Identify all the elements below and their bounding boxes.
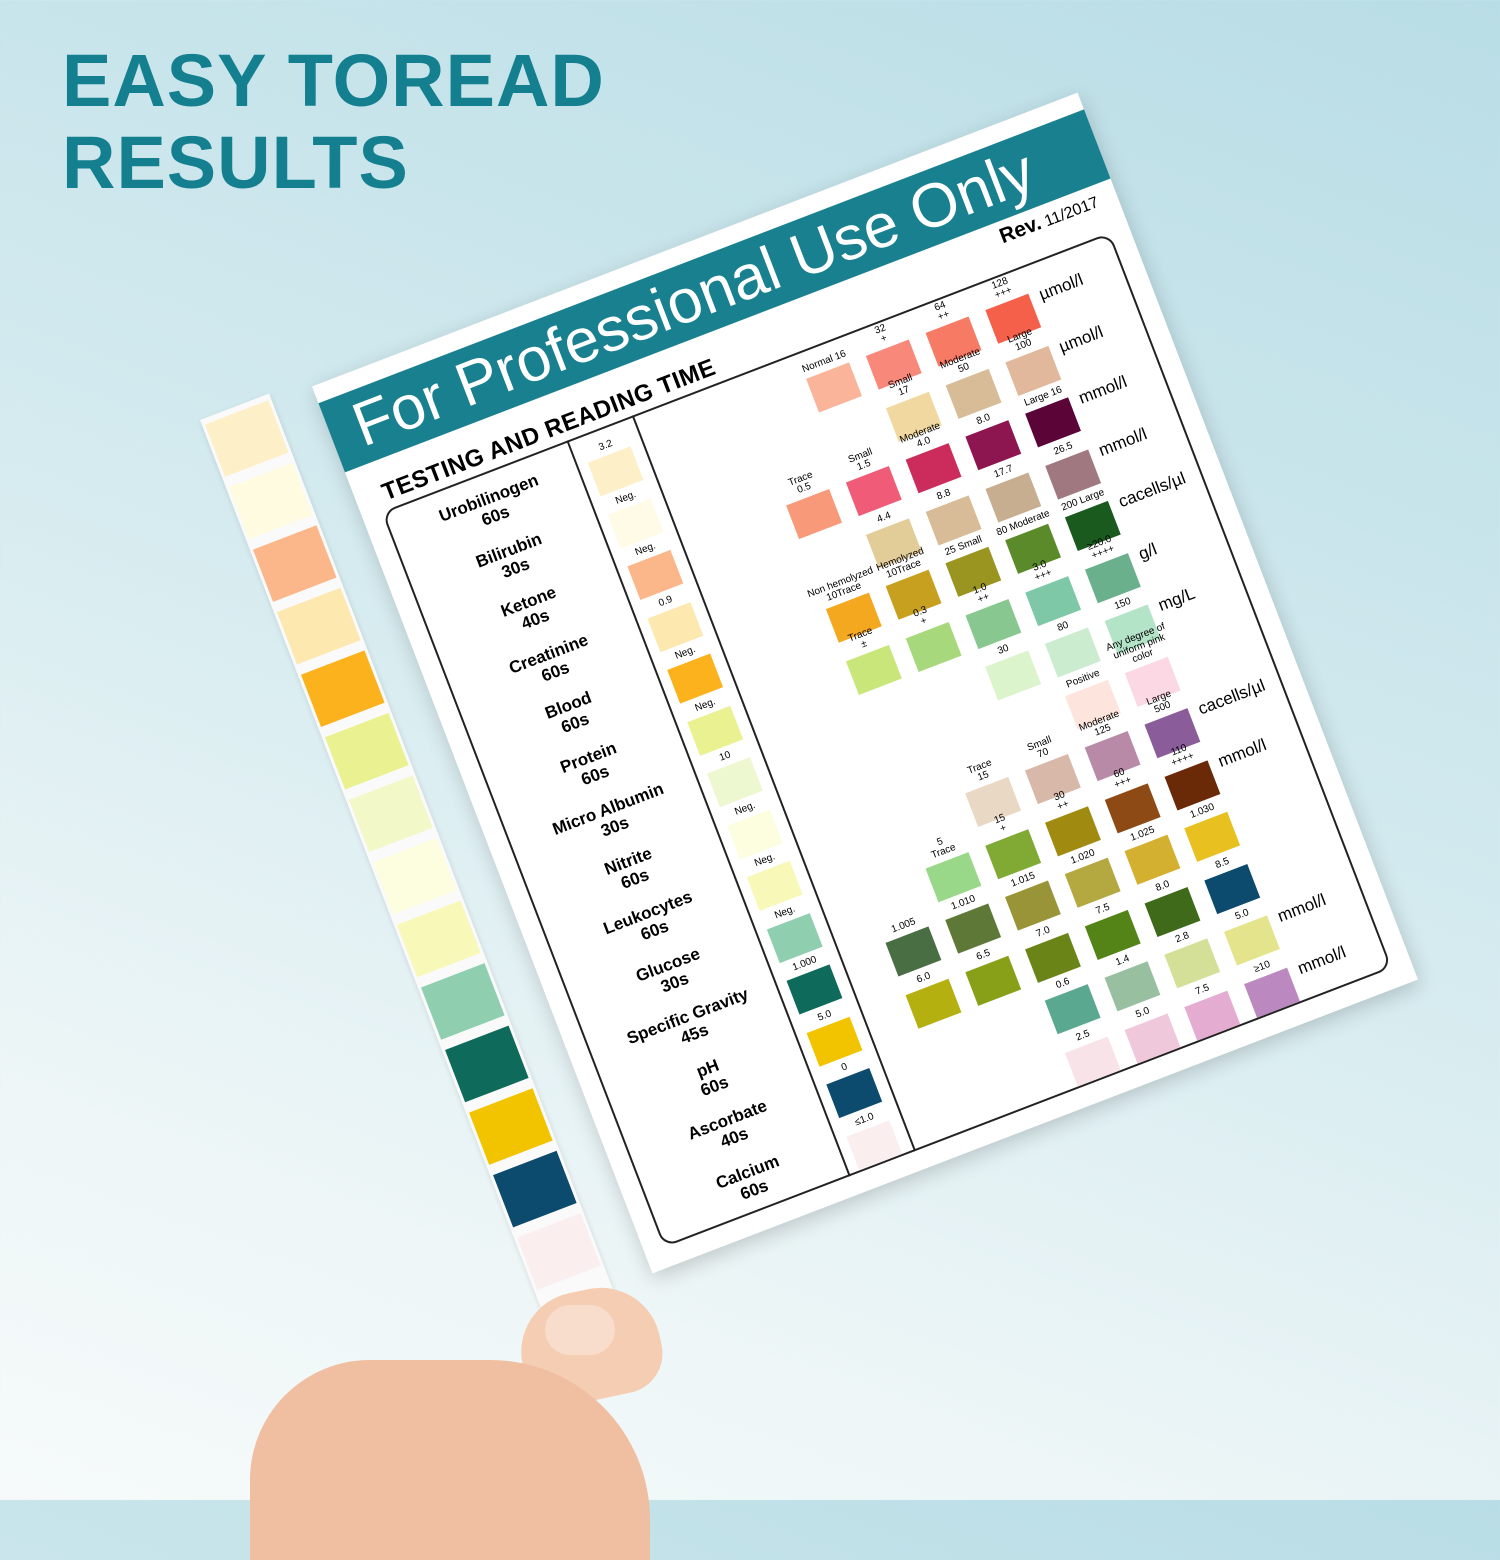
strip-pad [276, 587, 361, 665]
strip-pad [325, 712, 409, 790]
strip-pad [469, 1088, 553, 1165]
strip-pad [421, 963, 505, 1040]
reference-swatch: 7.5 [1184, 982, 1241, 1041]
headline-line-2: RESULTS [62, 121, 409, 204]
strip-pad [373, 838, 457, 915]
headline-line-1: EASY TOREAD [62, 39, 605, 122]
unit-label: mmol/l [1294, 941, 1349, 978]
unit-label: mmol/l [1274, 890, 1329, 926]
negative-swatch: ≤1.0 [846, 1111, 903, 1170]
headline: EASY TOREAD RESULTS [62, 40, 605, 204]
unit-label: µmol/l [1036, 269, 1086, 305]
strip-pad [204, 400, 289, 477]
strip-pad [228, 462, 313, 540]
strip-pad [300, 650, 385, 728]
fingernail [545, 1305, 615, 1355]
unit-label: mmol/l [1075, 371, 1130, 408]
strip-pad [493, 1150, 577, 1228]
unit-label: mg/L [1155, 583, 1198, 615]
strip-pad [445, 1025, 529, 1103]
reference-swatch: 2.5 [1064, 1028, 1121, 1087]
unit-label: mmol/l [1095, 423, 1150, 460]
unit-label: cacells/µl [1195, 675, 1268, 719]
reference-swatch: 5.0 [1124, 1005, 1181, 1064]
strip-pad [397, 900, 481, 978]
unit-label: g/l [1135, 538, 1160, 564]
strip-pad [517, 1213, 601, 1290]
strip-pad [349, 775, 433, 853]
strip-pad [252, 525, 337, 602]
unit-label: µmol/l [1056, 321, 1106, 356]
unit-label: cacells/µl [1115, 468, 1189, 512]
reference-swatch: ≥10 [1243, 958, 1300, 1018]
unit-label: mmol/l [1215, 734, 1269, 771]
